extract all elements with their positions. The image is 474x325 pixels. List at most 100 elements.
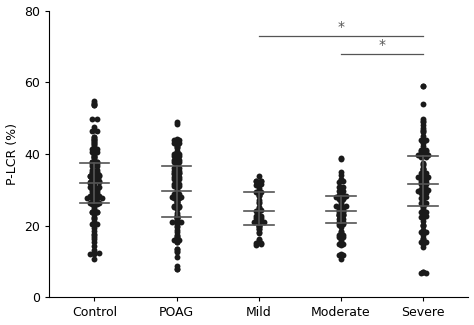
Point — [419, 210, 427, 215]
Point — [173, 213, 181, 218]
Point — [91, 197, 98, 202]
Point — [175, 158, 183, 163]
Point — [91, 198, 98, 203]
Point — [88, 146, 96, 151]
Point — [419, 175, 427, 180]
Point — [422, 150, 429, 155]
Point — [419, 180, 427, 186]
Point — [88, 168, 96, 173]
Point — [419, 178, 427, 184]
Point — [255, 182, 263, 187]
Point — [419, 190, 427, 196]
Point — [91, 138, 98, 143]
Text: *: * — [379, 38, 386, 52]
Point — [173, 176, 181, 181]
Point — [91, 208, 98, 213]
Point — [173, 217, 181, 222]
Point — [339, 195, 347, 200]
Point — [337, 188, 345, 193]
Point — [175, 203, 183, 208]
Point — [173, 178, 181, 184]
Point — [173, 139, 181, 145]
Point — [424, 175, 432, 180]
Point — [417, 154, 425, 160]
Point — [255, 188, 263, 193]
Point — [91, 216, 98, 222]
Point — [419, 188, 427, 193]
Point — [91, 149, 98, 154]
Point — [175, 205, 183, 210]
Point — [95, 193, 103, 199]
Point — [255, 217, 263, 222]
Point — [419, 175, 427, 180]
Point — [417, 210, 425, 215]
Point — [173, 199, 181, 204]
Point — [173, 182, 181, 188]
Point — [419, 133, 427, 138]
Point — [419, 204, 427, 209]
Point — [168, 194, 175, 200]
Point — [337, 194, 345, 199]
Point — [170, 169, 178, 174]
Point — [173, 235, 181, 240]
Point — [91, 232, 98, 237]
Point — [255, 174, 263, 179]
Point — [88, 176, 96, 181]
Point — [337, 192, 345, 197]
Point — [337, 240, 345, 245]
Point — [91, 194, 98, 199]
Point — [88, 171, 96, 176]
Point — [170, 175, 178, 180]
Point — [173, 214, 181, 219]
Point — [170, 160, 178, 165]
Point — [257, 242, 265, 247]
Point — [335, 196, 342, 201]
Point — [91, 222, 98, 227]
Point — [173, 246, 181, 251]
Point — [91, 247, 98, 252]
Point — [91, 206, 98, 211]
Point — [91, 128, 98, 133]
Point — [419, 173, 427, 178]
Point — [91, 188, 98, 194]
Point — [86, 251, 93, 256]
Point — [88, 164, 96, 169]
Point — [93, 176, 100, 182]
Point — [93, 159, 100, 164]
Point — [332, 194, 340, 199]
Point — [337, 210, 345, 215]
Point — [170, 237, 178, 242]
Point — [337, 209, 345, 214]
Point — [335, 222, 342, 227]
Point — [419, 172, 427, 177]
Point — [419, 228, 427, 233]
Point — [419, 223, 427, 228]
Point — [173, 198, 181, 203]
Point — [422, 270, 429, 276]
Point — [91, 239, 98, 244]
Point — [88, 177, 96, 182]
Point — [419, 169, 427, 174]
Point — [91, 201, 98, 206]
Point — [91, 184, 98, 189]
Point — [173, 254, 181, 259]
Point — [91, 219, 98, 225]
Point — [422, 229, 429, 234]
Point — [173, 203, 181, 209]
Point — [337, 256, 345, 262]
Point — [255, 199, 263, 204]
Point — [337, 199, 345, 204]
Point — [422, 209, 429, 215]
Point — [91, 195, 98, 200]
Point — [339, 210, 347, 215]
Point — [173, 143, 181, 148]
Point — [339, 207, 347, 212]
Point — [170, 176, 178, 181]
Point — [95, 251, 103, 256]
Point — [337, 184, 345, 189]
Point — [419, 143, 427, 148]
Point — [342, 203, 349, 209]
Point — [88, 200, 96, 205]
Point — [173, 215, 181, 220]
Point — [170, 171, 178, 176]
